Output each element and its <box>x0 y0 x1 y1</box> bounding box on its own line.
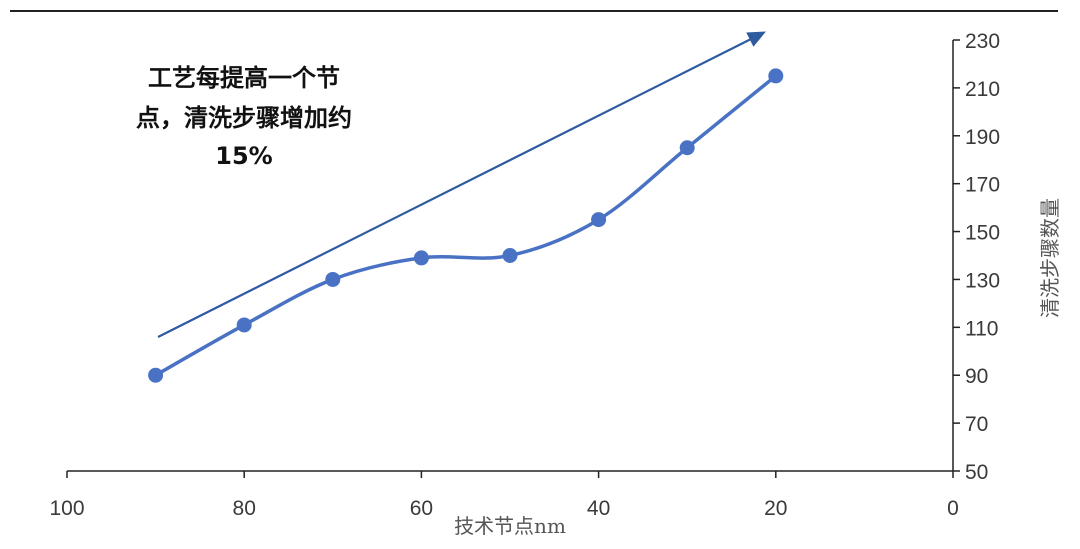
trend-arrow-head <box>746 31 766 47</box>
data-point <box>502 248 518 263</box>
y-tick-label: 190 <box>965 126 1000 149</box>
y-tick-label: 230 <box>965 30 1000 53</box>
data-point <box>413 250 429 266</box>
annotation-line-3: 15% <box>215 142 272 170</box>
y-tick-label: 150 <box>965 222 1000 245</box>
y-tick-label: 170 <box>965 174 1000 197</box>
series-group <box>148 68 784 383</box>
y-tick-label: 110 <box>965 317 998 340</box>
y-ticks: 50 70 90 110 130 150 170 190 210 230 <box>953 30 1000 484</box>
y-tick-label: 90 <box>965 365 988 388</box>
x-tick-label: 60 <box>410 497 433 520</box>
data-point <box>591 212 607 228</box>
annotation: 工艺每提高一个节 点，清洗步骤增加约 15% <box>136 64 352 170</box>
trend-arrow-line <box>157 35 758 338</box>
y-tick-label: 130 <box>965 269 1000 292</box>
x-tick-label: 100 <box>49 497 84 520</box>
trend-arrow <box>157 31 766 338</box>
x-tick-label: 0 <box>947 497 959 520</box>
annotation-line-1: 工艺每提高一个节 <box>148 64 340 92</box>
data-point <box>768 68 784 84</box>
y-tick-label: 70 <box>965 413 988 436</box>
x-axis-title: 技术节点nm <box>454 514 566 538</box>
x-tick-label: 20 <box>764 497 787 520</box>
y-tick-label: 50 <box>965 461 988 484</box>
y-axis-title: 清洗步骤数量 <box>1038 198 1062 318</box>
data-point <box>679 140 695 156</box>
x-tick-label: 80 <box>233 497 256 520</box>
data-point <box>148 367 164 383</box>
annotation-line-2: 点，清洗步骤增加约 <box>136 104 352 132</box>
y-tick-label: 210 <box>965 78 1000 101</box>
data-point <box>325 271 341 287</box>
data-point <box>236 317 252 333</box>
x-ticks: 100 80 60 40 20 0 <box>49 471 959 520</box>
x-tick-label: 40 <box>587 497 610 520</box>
